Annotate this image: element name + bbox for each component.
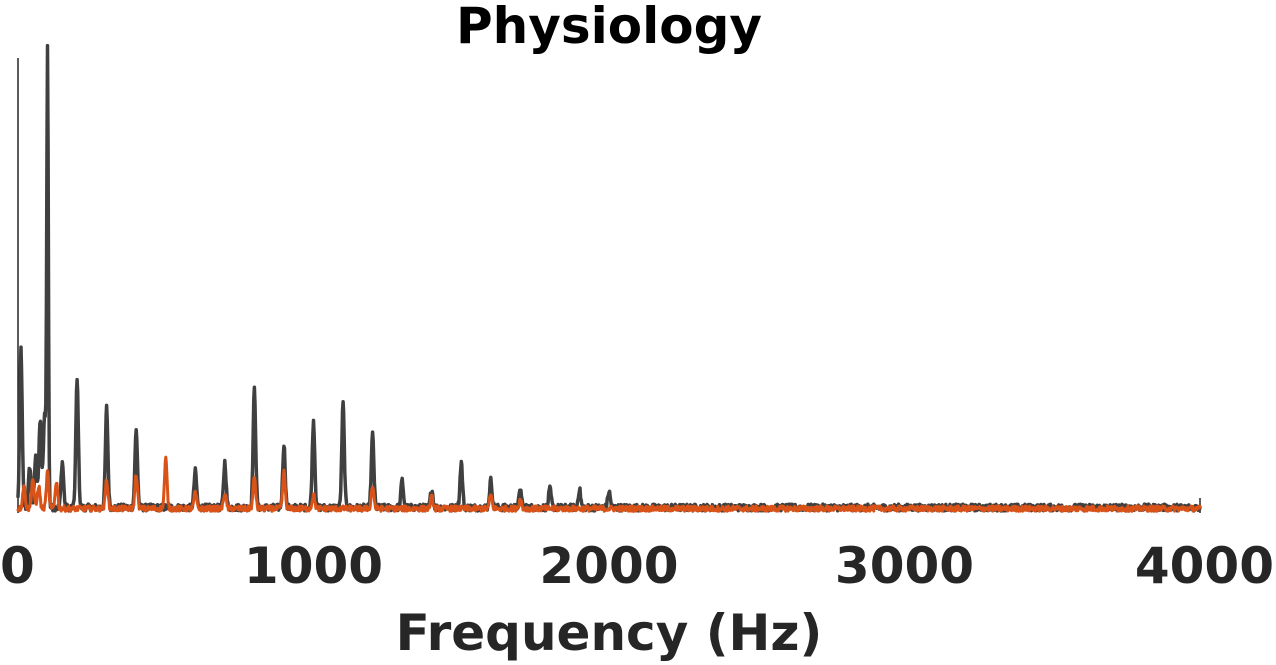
x-tick-label: 0 [0,537,35,595]
series-group [16,43,1202,513]
x-tick-label: 1000 [244,537,383,595]
plot-area [16,43,1202,513]
chart-title: Physiology [456,0,762,55]
x-tick-labels: 0 1000 2000 3000 4000 [0,537,1274,595]
series-line-2 [16,455,1202,513]
x-tick-label: 4000 [1135,537,1274,595]
series-line-1 [16,43,1202,513]
x-axis-label: Frequency (Hz) [396,604,823,662]
x-tick-label: 3000 [835,537,974,595]
x-tick-label: 2000 [539,537,678,595]
